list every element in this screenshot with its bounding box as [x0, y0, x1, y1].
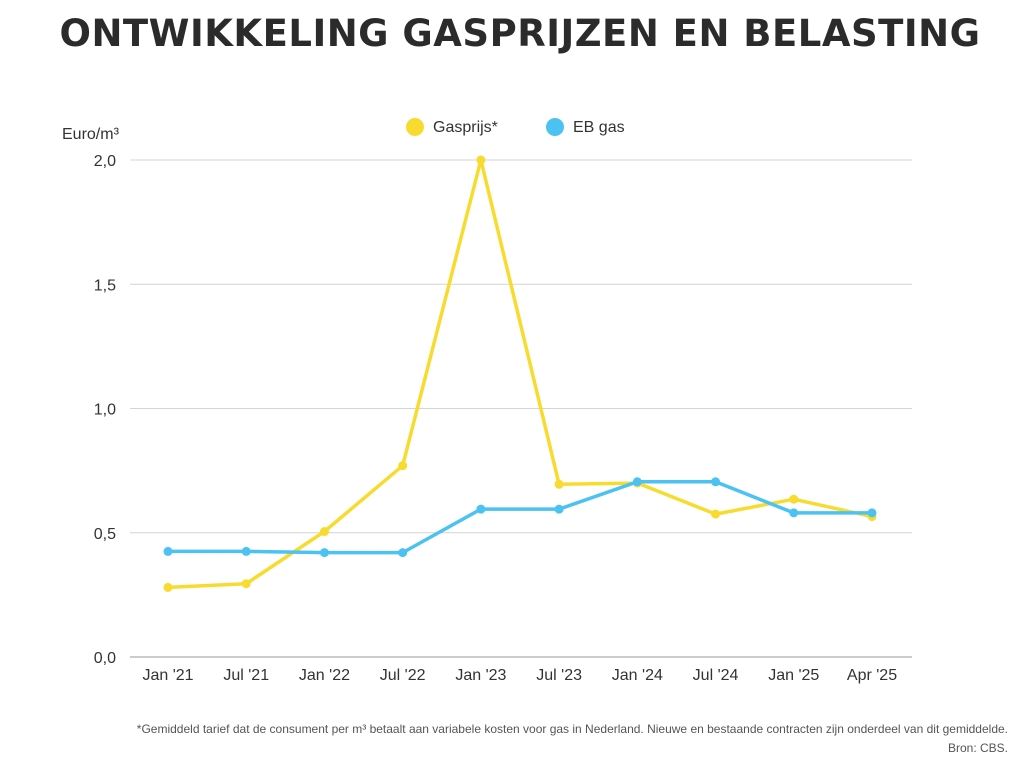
data-point-eb-gas [632, 477, 642, 487]
data-point-gasprijs [554, 479, 564, 489]
data-point-eb-gas [711, 477, 721, 487]
x-tick-label: Jan '23 [455, 667, 506, 684]
y-axis-label: Euro/m³ [62, 126, 120, 143]
y-tick-label: 1,5 [94, 277, 116, 294]
data-point-eb-gas [319, 548, 329, 558]
data-point-gasprijs [476, 155, 486, 165]
x-tick-label: Jan '25 [768, 667, 819, 684]
data-point-gasprijs [319, 527, 329, 537]
data-point-eb-gas [163, 546, 173, 556]
legend: Gasprijs* EB gas [406, 118, 625, 136]
source-note: Bron: CBS. [947, 741, 1008, 755]
y-tick-label: 0,0 [94, 650, 116, 667]
data-point-eb-gas [476, 504, 486, 514]
series-line-gasprijs [166, 158, 874, 590]
y-tick-label: 2,0 [94, 153, 116, 170]
data-point-eb-gas [554, 504, 564, 514]
y-tick-labels: 0,0 0,5 1,0 1,5 2,0 [94, 153, 116, 667]
chart-title: ONTWIKKELING GASPRIJZEN EN BELASTING [59, 12, 981, 55]
data-point-gasprijs [789, 494, 799, 504]
x-tick-label: Jul '21 [223, 667, 269, 684]
data-point-eb-gas [867, 508, 877, 518]
data-point-gasprijs [163, 582, 173, 592]
x-tick-label: Jan '24 [612, 667, 663, 684]
gridlines [130, 159, 912, 658]
x-tick-labels: Jan '21 Jul '21 Jan '22 Jul '22 Jan '23 Jul '… [142, 667, 897, 684]
legend-label: EB gas [573, 119, 625, 136]
x-tick-label: Apr '25 [847, 667, 897, 684]
data-point-eb-gas [241, 546, 251, 556]
data-point-gasprijs [398, 461, 408, 471]
data-point-eb-gas [789, 508, 799, 518]
legend-marker [546, 118, 564, 136]
legend-label: Gasprijs* [433, 119, 498, 136]
x-tick-label: Jan '21 [142, 667, 193, 684]
series-lines [163, 155, 877, 592]
legend-marker [406, 118, 424, 136]
y-tick-label: 1,0 [94, 402, 116, 419]
data-point-gasprijs [711, 509, 721, 519]
x-tick-label: Jan '22 [299, 667, 350, 684]
data-point-gasprijs [241, 579, 251, 589]
x-tick-label: Jul '24 [693, 667, 739, 684]
footnote: *Gemiddeld tarief dat de consument per m… [136, 722, 1008, 736]
x-tick-label: Jul '23 [536, 667, 582, 684]
y-tick-label: 0,5 [94, 526, 116, 543]
data-point-eb-gas [398, 548, 408, 558]
x-tick-label: Jul '22 [380, 667, 426, 684]
series-line-eb-gas [166, 480, 874, 555]
